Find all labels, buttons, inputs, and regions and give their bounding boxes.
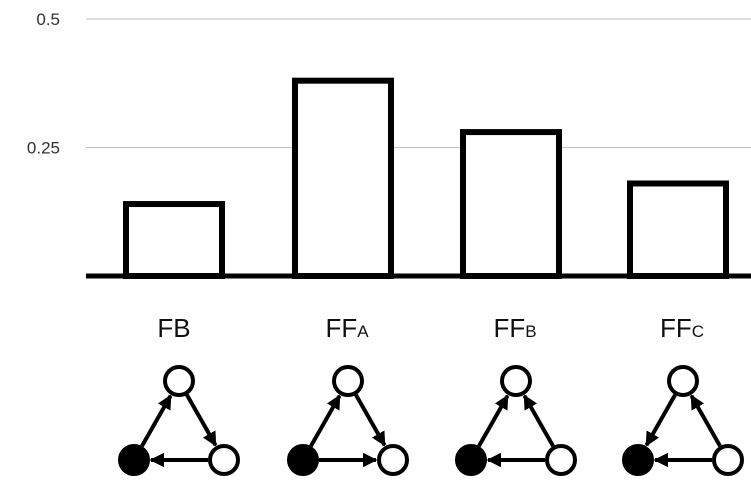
category-label-subscript: A [357, 322, 369, 341]
motif-edge [140, 394, 173, 448]
y-tick-labels: 0.5 0.25 [27, 10, 60, 158]
category-label: FFB [493, 313, 536, 343]
bar-2 [460, 129, 562, 279]
category-label-main: FF [493, 313, 525, 343]
bars [123, 77, 729, 280]
y-tick-label: 0.25 [27, 139, 60, 158]
motif-diagrams [118, 365, 744, 476]
motif-node-bottom-left [455, 444, 487, 476]
motif-node-top [500, 365, 532, 397]
motif-node-bottom-right [545, 444, 577, 476]
motif-3 [622, 365, 744, 476]
category-label-main: FF [325, 313, 357, 343]
motif-edge [185, 393, 218, 447]
motif-node-top [332, 365, 364, 397]
category-label: FFA [325, 313, 369, 343]
bar-3 [627, 180, 729, 279]
y-tick-label: 0.5 [36, 10, 60, 29]
motif-node-bottom-right [208, 444, 240, 476]
motif-node-bottom-right [712, 444, 744, 476]
motif-node-bottom-right [377, 444, 409, 476]
category-label-subscript: C [692, 322, 704, 341]
bar-0 [123, 201, 225, 279]
motif-node-bottom-left [118, 444, 150, 476]
motif-edge [477, 394, 510, 448]
motif-edge [644, 393, 677, 447]
motif-node-bottom-left [622, 444, 654, 476]
category-label-main: FF [660, 313, 692, 343]
category-label-main: FB [157, 313, 190, 343]
motif-edge [689, 394, 722, 448]
motif-node-top [667, 365, 699, 397]
motif-edge [522, 394, 555, 448]
category-label-subscript: B [525, 322, 536, 341]
motif-2 [455, 365, 577, 476]
bar-1 [292, 77, 394, 280]
grid-lines [86, 18, 751, 148]
motif-0 [118, 365, 240, 476]
category-label: FB [157, 313, 190, 343]
category-label: FFC [660, 313, 704, 343]
motif-1 [287, 365, 409, 476]
motif-edge [309, 394, 342, 448]
motif-edge [354, 393, 387, 447]
category-labels: FB FFA FFB FFC [157, 313, 704, 343]
motif-node-top [163, 365, 195, 397]
motif-node-bottom-left [287, 444, 319, 476]
